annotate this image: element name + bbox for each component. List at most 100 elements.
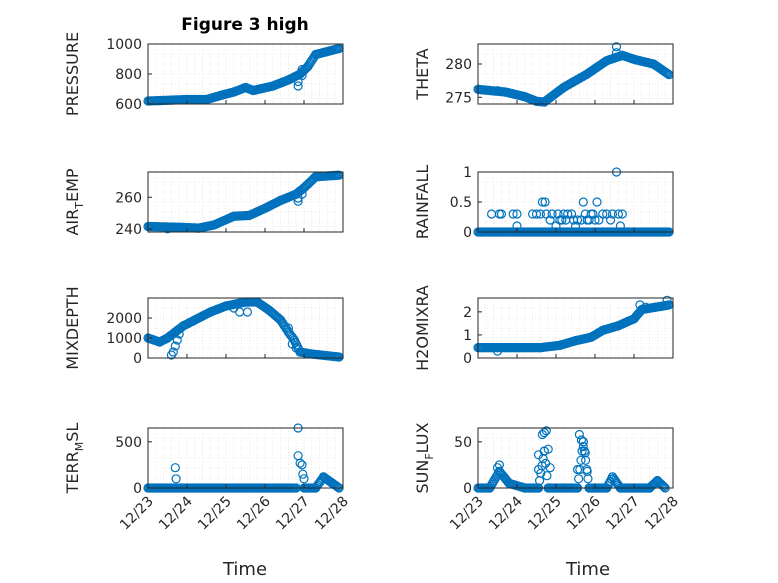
axes-box bbox=[147, 427, 344, 489]
data-marker bbox=[545, 215, 555, 225]
data-marker bbox=[168, 347, 178, 357]
y-tick-label: 1 bbox=[463, 328, 472, 344]
y-tick-label: 600 bbox=[115, 97, 142, 113]
data-marker bbox=[494, 460, 504, 470]
y-axis-label: THETA bbox=[413, 48, 432, 100]
y-axis-label: PRESSURE bbox=[63, 32, 82, 116]
y-tick-label: 275 bbox=[445, 90, 472, 106]
data-marker bbox=[588, 209, 598, 219]
data-marker bbox=[293, 81, 303, 91]
y-tick-label: 50 bbox=[454, 435, 472, 451]
data-marker bbox=[641, 302, 651, 312]
y-tick-label: 260 bbox=[115, 190, 142, 206]
y-tick-label: 0 bbox=[133, 481, 142, 497]
data-marker bbox=[615, 221, 626, 231]
data-marker bbox=[172, 335, 182, 345]
data-marker bbox=[543, 444, 553, 454]
y-tick-label: 280 bbox=[445, 57, 472, 73]
data-marker bbox=[297, 460, 307, 470]
y-axis-label: SUNFLUX bbox=[413, 422, 436, 493]
axes-box bbox=[147, 171, 344, 233]
y-axis-label: H2OMIXRA bbox=[413, 285, 432, 371]
data-marker bbox=[582, 466, 592, 476]
data-marker bbox=[545, 463, 555, 473]
data-marker bbox=[297, 70, 307, 81]
data-marker bbox=[542, 471, 552, 481]
x-tick-label: 12/28 bbox=[642, 494, 682, 534]
y-tick-label: 2000 bbox=[106, 311, 142, 327]
data-marker bbox=[598, 209, 608, 219]
subplot-terr-msl: 0 500 12/23 12/24 12/25 12/26 12/27 12/28 TERRMS… bbox=[63, 423, 352, 534]
x-tick-label: 12/26 bbox=[564, 493, 604, 533]
data-marker bbox=[576, 435, 587, 445]
data-marker bbox=[547, 209, 557, 219]
data-marker bbox=[605, 215, 616, 225]
data-marker bbox=[297, 64, 307, 75]
x-tick-label: 12/24 bbox=[486, 493, 526, 533]
data-marker bbox=[541, 426, 551, 436]
data-marker bbox=[333, 482, 343, 492]
data-marker bbox=[557, 215, 567, 225]
x-tick-label: 12/23 bbox=[117, 494, 157, 534]
data-marker bbox=[512, 209, 522, 219]
y-tick-label: 240 bbox=[115, 222, 142, 238]
data-marker bbox=[583, 474, 593, 484]
x-tick-label: 12/24 bbox=[156, 493, 196, 533]
y-tick-label: 0 bbox=[463, 225, 472, 241]
data-marker bbox=[242, 307, 252, 317]
axes-box bbox=[147, 297, 344, 359]
data-marker bbox=[291, 343, 301, 353]
data-marker bbox=[607, 209, 618, 219]
data-marker bbox=[611, 42, 622, 52]
subplot-pressure: 600 800 1000 PRESSURE bbox=[63, 32, 344, 116]
data-marker bbox=[531, 209, 542, 219]
data-marker bbox=[663, 69, 673, 79]
data-marker bbox=[573, 474, 584, 484]
y-tick-label: 0 bbox=[463, 351, 472, 367]
data-marker bbox=[563, 209, 573, 219]
data-marker bbox=[617, 209, 627, 219]
x-tick-label: 12/25 bbox=[195, 494, 235, 534]
data-marker bbox=[613, 209, 624, 219]
y-tick-label: 2 bbox=[463, 305, 472, 321]
data-marker bbox=[293, 196, 303, 206]
data-marker bbox=[578, 441, 588, 452]
data-marker bbox=[299, 474, 309, 484]
data-marker bbox=[174, 329, 184, 339]
data-marker bbox=[508, 209, 518, 219]
data-marker bbox=[578, 437, 588, 447]
data-marker bbox=[170, 341, 180, 351]
subplot-h2omixra: 0 1 2 H2OMIXRA bbox=[413, 285, 674, 371]
y-tick-label: 1000 bbox=[106, 331, 142, 347]
data-marker bbox=[540, 197, 550, 207]
x-tick-label: 12/27 bbox=[603, 494, 643, 534]
data-marker bbox=[492, 463, 503, 473]
data-marker bbox=[293, 451, 303, 461]
data-marker bbox=[572, 215, 583, 225]
data-marker bbox=[657, 480, 667, 490]
axes-box bbox=[477, 43, 674, 105]
data-marker bbox=[535, 209, 546, 219]
data-marker bbox=[578, 197, 588, 207]
x-tick-label: 12/28 bbox=[312, 494, 352, 534]
data-marker bbox=[297, 189, 307, 199]
subplot-rainfall: 0 0.5 1 RAINFALL bbox=[413, 165, 674, 241]
data-marker bbox=[539, 428, 549, 438]
axes-box bbox=[477, 297, 674, 359]
data-marker bbox=[580, 448, 590, 458]
data-marker bbox=[171, 474, 181, 484]
y-axis-label: RAINFALL bbox=[413, 165, 432, 240]
data-marker bbox=[235, 307, 245, 317]
data-marker bbox=[662, 295, 672, 305]
y-axis-label: MIXDEPTH bbox=[63, 286, 82, 369]
y-tick-label: 800 bbox=[115, 67, 142, 83]
y-tick-label: 0.5 bbox=[450, 195, 472, 211]
data-marker bbox=[590, 215, 600, 225]
x-axis-label-right: Time bbox=[565, 559, 610, 580]
y-axis-label: AIRTEMP bbox=[63, 168, 86, 235]
y-tick-label: 500 bbox=[115, 435, 142, 451]
data-marker bbox=[534, 476, 545, 486]
data-marker bbox=[570, 221, 581, 231]
data-marker bbox=[170, 463, 180, 473]
